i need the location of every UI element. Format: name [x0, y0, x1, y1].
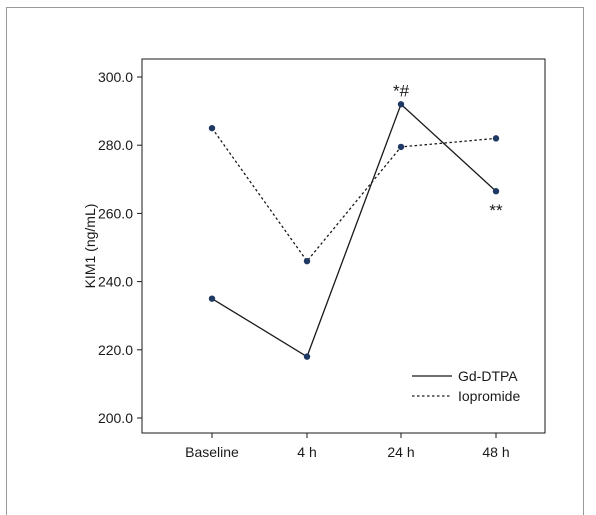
series-line-iopromide: [211, 127, 497, 263]
data-point-gd-dtpa: [397, 101, 405, 108]
y-tick-label: 240.0: [98, 274, 133, 290]
y-axis-title: KIM1 (ng/mL): [82, 204, 98, 289]
x-tick-label: Baseline: [185, 444, 239, 460]
x-tick-label: 24 h: [387, 444, 414, 460]
data-point-iopromide: [492, 135, 500, 142]
legend-label-iopromide: Iopromide: [458, 388, 520, 404]
x-tick-label: 48 h: [482, 444, 509, 460]
legend: Gd-DTPA Iopromide: [412, 368, 520, 404]
legend-label-gd-dtpa: Gd-DTPA: [458, 368, 518, 384]
series-layer: [208, 101, 500, 360]
data-point-iopromide: [397, 143, 405, 151]
significance-marker: **: [489, 201, 503, 220]
data-point-iopromide: [303, 257, 311, 265]
data-point-gd-dtpa: [303, 353, 311, 360]
y-tick-label: 260.0: [98, 205, 133, 221]
plot-area: [141, 58, 546, 434]
y-axis: 200.0 220.0 240.0 260.0 280.0 300.0: [98, 69, 142, 426]
x-axis: Baseline 4 h 24 h 48 h: [185, 433, 510, 460]
annotation-layer: *# **: [393, 81, 503, 220]
data-point-iopromide: [208, 124, 216, 132]
series-line-gd-dtpa: [211, 103, 497, 358]
data-point-gd-dtpa: [208, 295, 216, 302]
figure-frame: [6, 7, 584, 515]
significance-marker: *#: [393, 81, 410, 100]
x-tick-label: 4 h: [297, 444, 316, 460]
y-tick-label: 300.0: [98, 69, 133, 85]
y-tick-label: 200.0: [98, 410, 133, 426]
plot-border: [141, 58, 546, 434]
y-tick-label: 280.0: [98, 137, 133, 153]
y-tick-label: 220.0: [98, 342, 133, 358]
data-point-gd-dtpa: [492, 188, 500, 195]
